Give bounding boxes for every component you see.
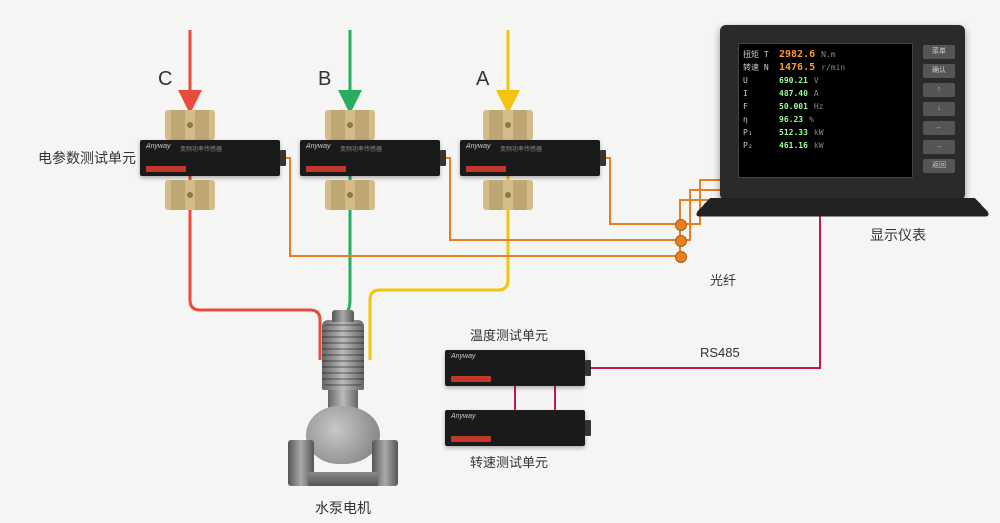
sensor-brand: Anyway: [146, 143, 171, 150]
meter-btn[interactable]: 返回: [923, 159, 955, 173]
meter-buttons: 菜单 确认 ↑ ↓ ← → 返回: [923, 45, 957, 178]
phase-a-label: A: [476, 68, 489, 91]
fiber-label: 光纤: [710, 270, 736, 289]
coupler-c-bot: [165, 180, 215, 210]
sensor-sub: 变频功率传感器: [180, 144, 222, 153]
meter-btn[interactable]: ↑: [923, 83, 955, 97]
sensor-c: Anyway 变频功率传感器: [140, 140, 280, 176]
fiber-dot-1: [675, 219, 687, 231]
meter-btn[interactable]: ↓: [923, 102, 955, 116]
coupler-b-top: [325, 110, 375, 140]
meter-screen: 扭矩 T2982.6N.m 转速 N1476.5r/min U690.21V I…: [738, 43, 913, 178]
coupler-a-top: [483, 110, 533, 140]
meter-btn[interactable]: →: [923, 140, 955, 154]
coupler-a-bot: [483, 180, 533, 210]
fiber-dot-2: [675, 235, 687, 247]
phase-b-label: B: [318, 68, 331, 91]
sensor-b: Anyway 变频功率传感器: [300, 140, 440, 176]
coupler-b-bot: [325, 180, 375, 210]
temp-unit-label: 温度测试单元: [470, 325, 548, 344]
phase-c-label: C: [158, 68, 172, 91]
speed-unit-label: 转速测试单元: [470, 452, 548, 471]
rs485-label: RS485: [700, 345, 740, 360]
fiber-dot-3: [675, 251, 687, 263]
meter-btn[interactable]: ←: [923, 121, 955, 135]
meter-btn[interactable]: 确认: [923, 64, 955, 78]
pump-label: 水泵电机: [315, 498, 371, 518]
temp-sensor: Anyway: [445, 350, 585, 386]
speed-sensor: Anyway: [445, 410, 585, 446]
display-meter-label: 显示仪表: [870, 225, 926, 245]
coupler-c-top: [165, 110, 215, 140]
sensor-a: Anyway 变频功率传感器: [460, 140, 600, 176]
display-meter: 扭矩 T2982.6N.m 转速 N1476.5r/min U690.21V I…: [720, 25, 965, 200]
diagram-canvas: C B A Anyway 变频功率传感器 Anyway 变频功率传感器 Anyw…: [0, 0, 1000, 523]
elec-unit-label: 电参数测试单元: [38, 148, 136, 168]
meter-btn[interactable]: 菜单: [923, 45, 955, 59]
